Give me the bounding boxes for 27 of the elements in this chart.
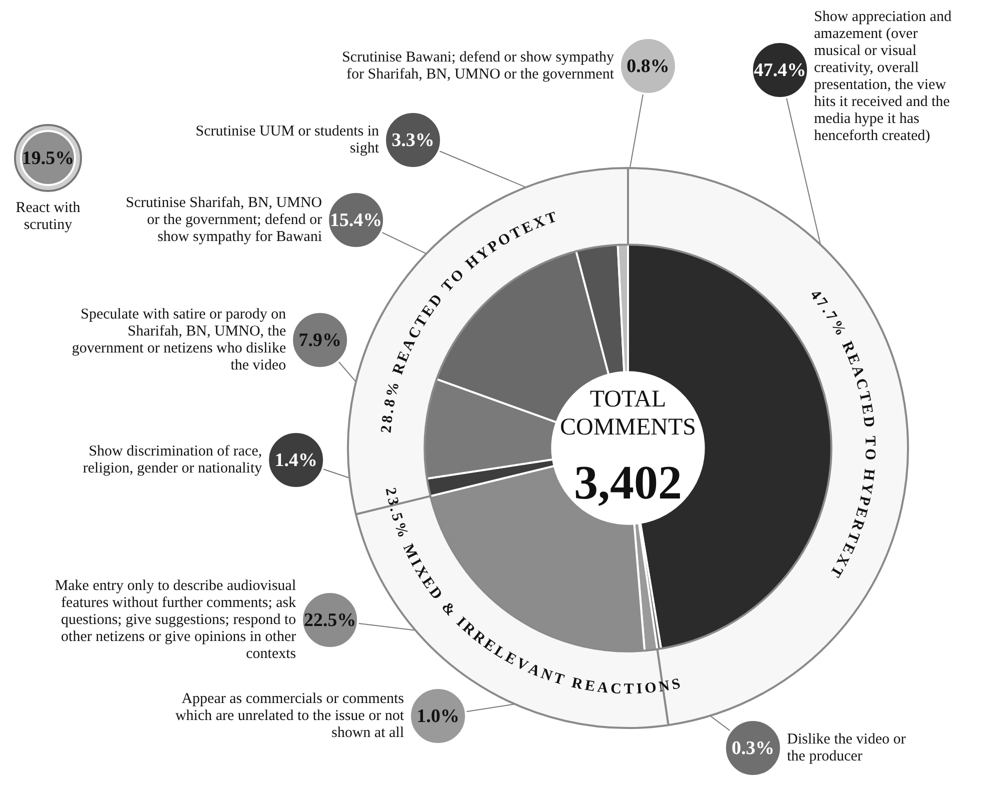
- text: 19.5%: [22, 148, 74, 169]
- category-label: REACTED TO HYPERTEXT: [826, 339, 878, 580]
- slice-label: Dislike the video or the producer: [787, 731, 906, 764]
- text: React with scrutiny: [16, 200, 81, 233]
- slice-label: Speculate with satire or parody on Sharifah, BN, UMNO, the government or netizens who dislike the video: [72, 306, 286, 374]
- data-label: 22.5%: [304, 610, 356, 631]
- data-label: 47.7%: [806, 287, 849, 339]
- data-label: 28.8%: [378, 380, 403, 434]
- data-label: 0.3%: [732, 738, 774, 759]
- slice-label: Scrutinise UUM or students in sight: [196, 123, 380, 156]
- slice-label: Scrutinise Sharifah, BN, UMNO or the government; defend or show sympathy for Bawani: [126, 194, 322, 245]
- slice-label: Show appreciation and amazement (over musical or visual creativity, overall presentation, the view hits it received and the media hype it has henceforth created): [814, 8, 952, 144]
- slice-label: Scrutinise Bawani; defend or show sympathy for Sharifah, BN, UMNO or the government: [342, 49, 615, 82]
- slice-label: Appear as commercials or comments which are unrelated to the issue or not shown at all: [175, 690, 405, 741]
- data-label: 3.3%: [392, 130, 434, 151]
- category-label: REACTED TO HYPOTEXT: [390, 209, 559, 377]
- data-label: 47.4%: [754, 60, 806, 81]
- text: TOTAL COMMENTS: [560, 386, 696, 440]
- data-label: 15.4%: [330, 210, 382, 231]
- data-label: 7.9%: [298, 330, 342, 351]
- data-label: 0.8%: [626, 56, 670, 77]
- slice-label: Show discrimination of race, religion, gender or nationality: [82, 443, 262, 476]
- text: 3,402: [574, 456, 682, 510]
- data-label: 23.5%: [382, 486, 411, 540]
- data-label: 1.0%: [416, 706, 460, 727]
- data-label: 1.4%: [274, 450, 318, 471]
- slice-label: Make entry only to describe audiovisual features without further comments; ask questions; give suggestions; respond to other netizens or give opinions in other contexts: [54, 578, 296, 662]
